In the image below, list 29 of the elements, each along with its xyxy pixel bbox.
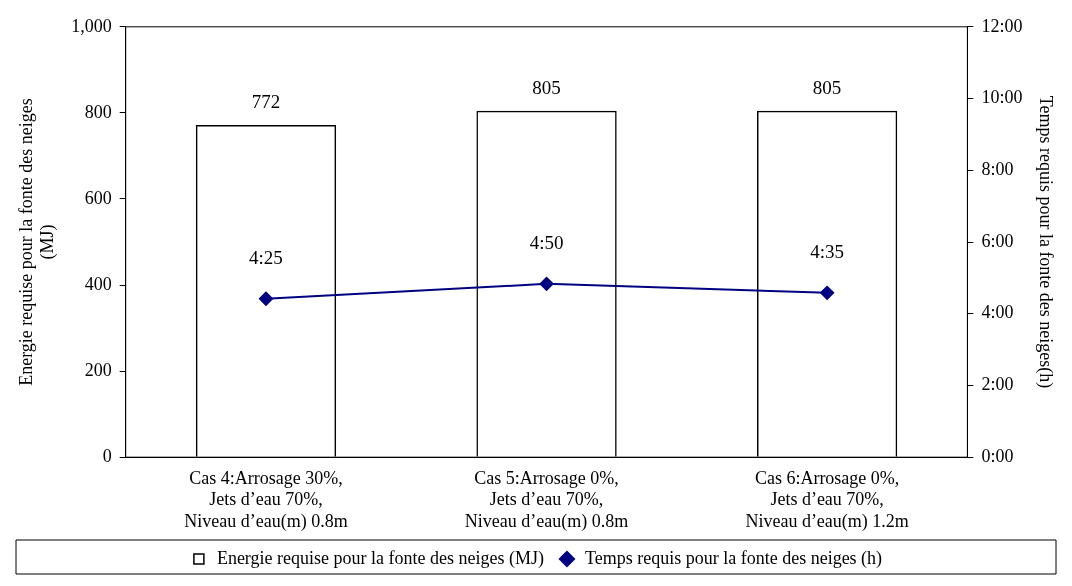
legend-label: Energie requise pour la fonte des neiges (MJ)	[216, 547, 544, 569]
data-label: 805	[532, 77, 561, 99]
point	[258, 291, 273, 306]
y-axis-title: Energie requise pour la fonte des neiges (MJ)	[15, 98, 59, 386]
point	[539, 276, 554, 291]
y2-tick-label: 6:00	[981, 230, 1014, 251]
y2-tick-label: 8:00	[981, 159, 1014, 179]
y-tick-label: 400	[84, 273, 112, 294]
x-tick-label: Cas 4:Arrosage 30%, Jets d’eau 70%, Niveau d’eau(m) 0.8m	[184, 467, 348, 532]
y2-axis-title: Temps requis pour la fonte des neiges(h)	[1035, 95, 1057, 389]
y-tick-label: 1,000	[71, 15, 112, 36]
y-tick-label: 0	[102, 445, 112, 466]
data-label: 4:35	[810, 241, 845, 263]
data-label: 4:50	[529, 232, 564, 254]
data-label: 772	[251, 91, 281, 113]
data-label: 805	[812, 77, 842, 99]
y-tick-label: 200	[84, 359, 112, 380]
y2-tick-label: 10:00	[981, 87, 1023, 108]
x-tick-label: Cas 6:Arrosage 0%, Jets d’eau 70%, Niveau d’eau(m) 1.2m	[745, 467, 909, 532]
y2-tick-label: 0:00	[981, 445, 1014, 466]
x-tick-label: Cas 5:Arrosage 0%, Jets d’eau 70%, Niveau d’eau(m) 0.8m	[464, 467, 629, 532]
data-label: 4:25	[249, 247, 283, 269]
legend-label: Temps requis pour la fonte des neiges (h)	[584, 547, 883, 569]
point	[820, 285, 835, 300]
y-tick-label: 800	[84, 101, 112, 122]
y2-tick-label: 4:00	[981, 302, 1014, 323]
y2-tick-label: 12:00	[981, 15, 1023, 36]
y2-tick-label: 2:00	[981, 374, 1014, 395]
y-tick-label: 600	[84, 187, 112, 208]
